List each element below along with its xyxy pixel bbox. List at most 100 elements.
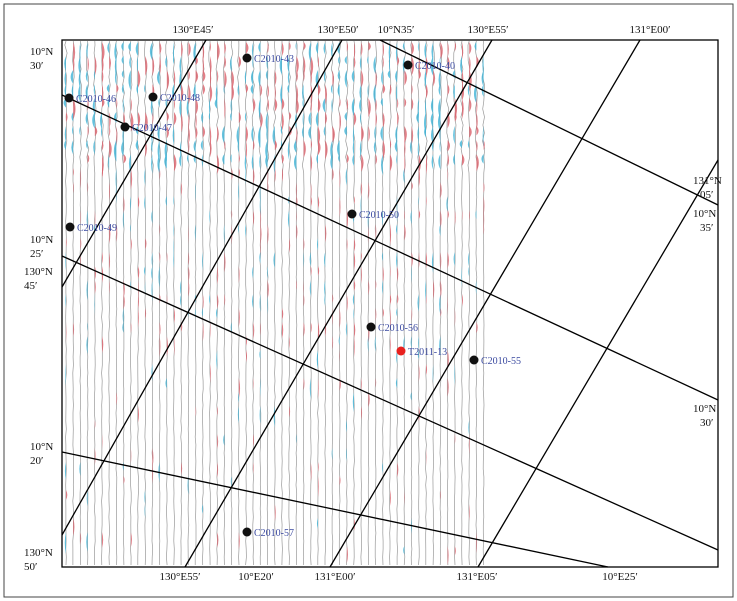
trace [425, 280, 426, 301]
trace [266, 126, 268, 143]
trace [447, 56, 450, 71]
trace [164, 154, 167, 169]
trace [267, 42, 269, 54]
trace [375, 308, 377, 321]
trace [230, 322, 232, 333]
trace [380, 126, 383, 142]
trace [296, 280, 298, 291]
trace [267, 182, 269, 193]
grid-line [61, 39, 343, 536]
trace [395, 70, 398, 83]
trace [165, 56, 167, 69]
trace [361, 266, 362, 284]
trace [438, 70, 441, 90]
trace [238, 112, 241, 124]
trace [114, 42, 117, 63]
trace [332, 126, 335, 143]
trace [374, 126, 376, 141]
trace [193, 84, 196, 100]
trace [282, 308, 284, 320]
trace [123, 196, 125, 214]
trace [173, 224, 174, 238]
trace [454, 210, 456, 226]
trace [179, 56, 182, 77]
trace [145, 308, 147, 319]
station-label: C2010-49 [77, 223, 117, 234]
station-marker [396, 346, 406, 356]
trace [323, 42, 326, 55]
trace [397, 112, 399, 126]
left-label: 25′ [30, 248, 43, 260]
trace [375, 98, 377, 113]
trace [303, 140, 306, 158]
trace [174, 70, 176, 87]
trace [390, 224, 392, 246]
trace [482, 126, 484, 148]
trace [245, 224, 246, 238]
trace [231, 70, 234, 90]
trace [114, 40, 118, 566]
trace [354, 56, 356, 69]
trace [252, 56, 254, 69]
trace [86, 210, 88, 229]
trace [274, 140, 277, 151]
trace [439, 40, 442, 566]
trace [361, 70, 364, 88]
trace [447, 140, 450, 152]
trace [395, 126, 398, 143]
trace [368, 392, 370, 408]
trace [395, 40, 399, 565]
trace [210, 322, 211, 338]
trace [426, 364, 428, 375]
trace [338, 56, 340, 65]
trace [73, 98, 76, 120]
trace [181, 182, 183, 196]
trace [130, 532, 132, 548]
trace [86, 490, 88, 507]
trace [426, 56, 428, 78]
trace [454, 308, 456, 327]
trace [317, 238, 318, 251]
trace [102, 336, 104, 354]
trace [201, 112, 203, 124]
trace [188, 126, 190, 145]
trace [172, 126, 174, 146]
trace [195, 182, 196, 201]
trace [382, 462, 383, 474]
trace [373, 140, 376, 155]
trace [138, 70, 141, 88]
trace [462, 70, 464, 88]
trace [404, 154, 406, 176]
trace [100, 40, 104, 566]
trace [144, 196, 146, 211]
trace [482, 56, 484, 76]
trace [417, 40, 421, 566]
trace [390, 336, 391, 354]
trace [174, 98, 175, 110]
trace [102, 56, 104, 74]
trace [102, 252, 103, 264]
trace [439, 56, 441, 70]
trace [354, 322, 356, 339]
trace [130, 448, 132, 464]
trace [151, 252, 153, 268]
station-label: T2011-13 [408, 347, 447, 358]
trace [296, 182, 298, 199]
trace [476, 140, 478, 152]
station-marker [469, 355, 479, 365]
trace [138, 266, 140, 280]
trace [381, 210, 383, 226]
trace [476, 532, 478, 554]
trace [224, 140, 226, 151]
trace [447, 378, 449, 397]
trace [462, 98, 464, 120]
trace [375, 112, 377, 127]
trace [439, 140, 441, 153]
trace [410, 392, 412, 401]
trace [265, 154, 268, 168]
trace [468, 266, 470, 277]
trace [87, 322, 88, 332]
trace [107, 42, 110, 54]
grid-line [477, 159, 719, 568]
trace [352, 40, 356, 566]
